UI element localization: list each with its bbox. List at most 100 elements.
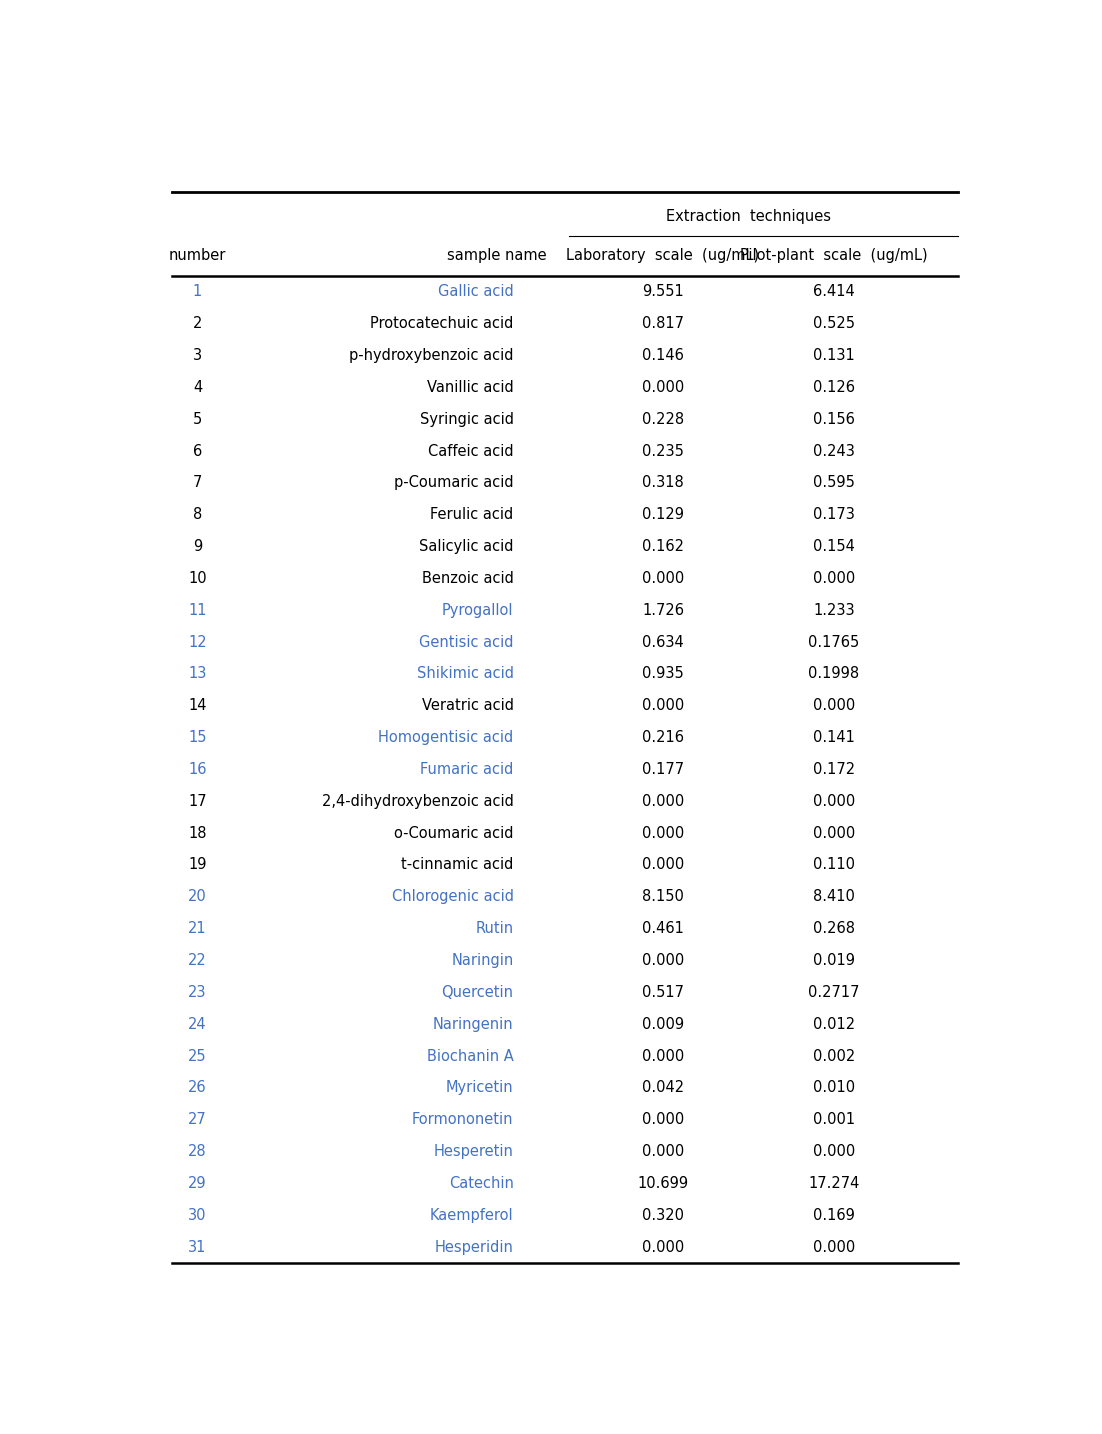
- Text: 0.012: 0.012: [813, 1017, 855, 1031]
- Text: 7: 7: [193, 475, 203, 490]
- Text: 0.141: 0.141: [813, 730, 855, 746]
- Text: 0.110: 0.110: [813, 858, 855, 872]
- Text: Ferulic acid: Ferulic acid: [430, 508, 514, 522]
- Text: 0.162: 0.162: [642, 539, 684, 554]
- Text: 8.410: 8.410: [813, 889, 855, 905]
- Text: 0.2717: 0.2717: [808, 985, 860, 999]
- Text: 0.000: 0.000: [641, 954, 684, 968]
- Text: 0.000: 0.000: [641, 1048, 684, 1064]
- Text: 26: 26: [188, 1080, 207, 1096]
- Text: 0.000: 0.000: [641, 571, 684, 587]
- Text: Fumaric acid: Fumaric acid: [420, 761, 514, 777]
- Text: 0.1765: 0.1765: [808, 635, 860, 650]
- Text: 0.146: 0.146: [642, 348, 684, 363]
- Text: 18: 18: [188, 826, 207, 840]
- Text: 0.461: 0.461: [642, 921, 684, 936]
- Text: Hesperidin: Hesperidin: [434, 1239, 514, 1255]
- Text: 23: 23: [188, 985, 207, 999]
- Text: 19: 19: [188, 858, 207, 872]
- Text: 13: 13: [188, 667, 207, 681]
- Text: 24: 24: [188, 1017, 207, 1031]
- Text: 0.318: 0.318: [642, 475, 684, 490]
- Text: 1.233: 1.233: [813, 602, 855, 618]
- Text: 2: 2: [193, 315, 203, 331]
- Text: 3: 3: [193, 348, 202, 363]
- Text: p-Coumaric acid: p-Coumaric acid: [393, 475, 514, 490]
- Text: Extraction  techniques: Extraction techniques: [666, 209, 831, 224]
- Text: 15: 15: [188, 730, 207, 746]
- Text: Benzoic acid: Benzoic acid: [422, 571, 514, 587]
- Text: 31: 31: [188, 1239, 207, 1255]
- Text: 0.169: 0.169: [813, 1207, 855, 1223]
- Text: 0.154: 0.154: [813, 539, 855, 554]
- Text: o-Coumaric acid: o-Coumaric acid: [395, 826, 514, 840]
- Text: 0.131: 0.131: [813, 348, 855, 363]
- Text: 0.228: 0.228: [642, 412, 684, 427]
- Text: 0.243: 0.243: [813, 443, 855, 459]
- Text: number: number: [169, 248, 226, 264]
- Text: 0.634: 0.634: [642, 635, 684, 650]
- Text: 0.173: 0.173: [813, 508, 855, 522]
- Text: 0.009: 0.009: [642, 1017, 684, 1031]
- Text: 6.414: 6.414: [813, 284, 855, 300]
- Text: p-hydroxybenzoic acid: p-hydroxybenzoic acid: [349, 348, 514, 363]
- Text: Protocatechuic acid: Protocatechuic acid: [370, 315, 514, 331]
- Text: sample name: sample name: [446, 248, 547, 264]
- Text: Homogentisic acid: Homogentisic acid: [378, 730, 514, 746]
- Text: 0.000: 0.000: [641, 1144, 684, 1159]
- Text: 16: 16: [188, 761, 207, 777]
- Text: 0.000: 0.000: [812, 571, 855, 587]
- Text: Syringic acid: Syringic acid: [420, 412, 514, 427]
- Text: 21: 21: [188, 921, 207, 936]
- Text: 5: 5: [193, 412, 202, 427]
- Text: 0.000: 0.000: [812, 698, 855, 713]
- Text: Naringenin: Naringenin: [433, 1017, 514, 1031]
- Text: 0.935: 0.935: [642, 667, 684, 681]
- Text: 0.595: 0.595: [813, 475, 855, 490]
- Text: Hesperetin: Hesperetin: [434, 1144, 514, 1159]
- Text: Chlorogenic acid: Chlorogenic acid: [391, 889, 514, 905]
- Text: 0.002: 0.002: [812, 1048, 855, 1064]
- Text: 0.517: 0.517: [642, 985, 684, 999]
- Text: Laboratory  scale  (ug/mL): Laboratory scale (ug/mL): [566, 248, 759, 264]
- Text: 28: 28: [188, 1144, 207, 1159]
- Text: 0.000: 0.000: [641, 858, 684, 872]
- Text: Naringin: Naringin: [452, 954, 514, 968]
- Text: 11: 11: [188, 602, 207, 618]
- Text: Kaempferol: Kaempferol: [430, 1207, 514, 1223]
- Text: 1: 1: [193, 284, 202, 300]
- Text: 0.010: 0.010: [813, 1080, 855, 1096]
- Text: 0.000: 0.000: [812, 1144, 855, 1159]
- Text: 25: 25: [188, 1048, 207, 1064]
- Text: 27: 27: [188, 1113, 207, 1127]
- Text: 9.551: 9.551: [642, 284, 684, 300]
- Text: 0.000: 0.000: [641, 1113, 684, 1127]
- Text: Myricetin: Myricetin: [446, 1080, 514, 1096]
- Text: Caffeic acid: Caffeic acid: [428, 443, 514, 459]
- Text: Pilot-plant  scale  (ug/mL): Pilot-plant scale (ug/mL): [739, 248, 928, 264]
- Text: 0.177: 0.177: [642, 761, 684, 777]
- Text: t-cinnamic acid: t-cinnamic acid: [401, 858, 514, 872]
- Text: 0.817: 0.817: [642, 315, 684, 331]
- Text: 8: 8: [193, 508, 202, 522]
- Text: 0.129: 0.129: [642, 508, 684, 522]
- Text: 0.019: 0.019: [813, 954, 855, 968]
- Text: 12: 12: [188, 635, 207, 650]
- Text: 10.699: 10.699: [637, 1176, 689, 1190]
- Text: 0.172: 0.172: [813, 761, 855, 777]
- Text: Quercetin: Quercetin: [442, 985, 514, 999]
- Text: 0.216: 0.216: [642, 730, 684, 746]
- Text: Formononetin: Formononetin: [412, 1113, 514, 1127]
- Text: Salicylic acid: Salicylic acid: [419, 539, 514, 554]
- Text: 0.320: 0.320: [642, 1207, 684, 1223]
- Text: 20: 20: [188, 889, 207, 905]
- Text: 0.1998: 0.1998: [808, 667, 860, 681]
- Text: 0.000: 0.000: [812, 794, 855, 809]
- Text: Rutin: Rutin: [475, 921, 514, 936]
- Text: 0.235: 0.235: [642, 443, 684, 459]
- Text: 9: 9: [193, 539, 202, 554]
- Text: 29: 29: [188, 1176, 207, 1190]
- Text: Shikimic acid: Shikimic acid: [417, 667, 514, 681]
- Text: 0.000: 0.000: [641, 698, 684, 713]
- Text: 0.156: 0.156: [813, 412, 855, 427]
